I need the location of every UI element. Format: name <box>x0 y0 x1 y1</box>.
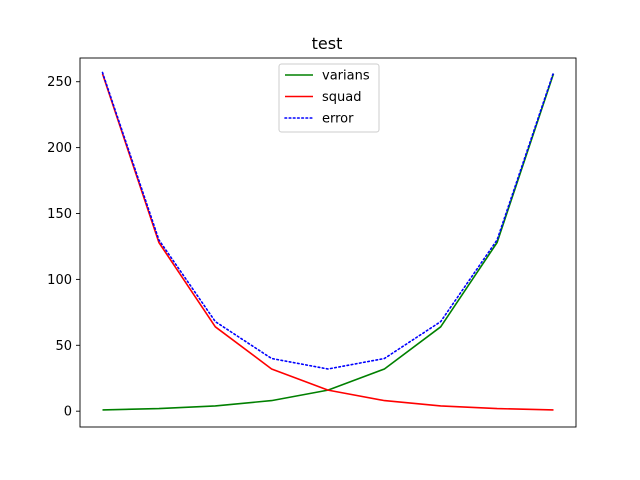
series-line-error <box>101 71 555 370</box>
y-tick-label: 150 <box>47 207 72 222</box>
legend-label-error: error <box>322 112 354 127</box>
legend-label-varians: varians <box>322 69 370 84</box>
y-tick-label: 100 <box>47 273 72 288</box>
legend: varians squad error <box>278 63 380 133</box>
y-tick-label: 250 <box>47 75 72 90</box>
chart-title: test <box>312 34 343 53</box>
axes-frame <box>79 57 577 428</box>
y-tick-label: 50 <box>55 339 72 354</box>
series-line-squad <box>101 73 554 411</box>
plot-area <box>101 71 555 411</box>
legend-label-squad: squad <box>322 90 361 105</box>
y-tick-label: 0 <box>64 405 72 420</box>
legend-box <box>278 63 380 133</box>
y-tick-label: 200 <box>47 141 72 156</box>
axes: 0 50 100 150 200 250 <box>47 57 577 428</box>
